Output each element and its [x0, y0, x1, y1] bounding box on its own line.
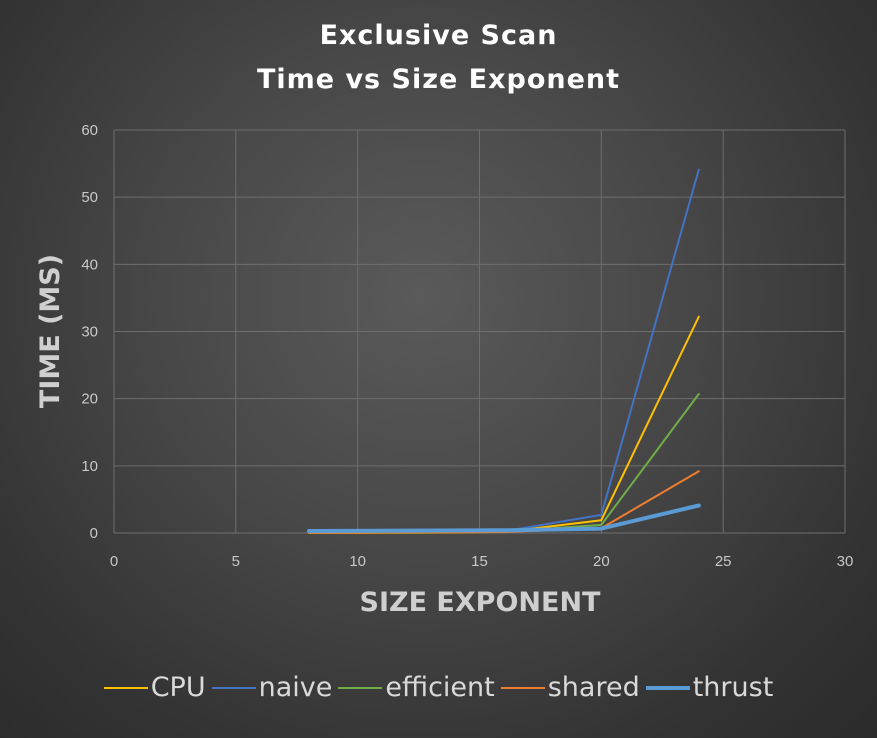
chart-title: Exclusive Scan Time vs Size Exponent [0, 14, 877, 102]
y-axis-title: TIME (MS) [35, 254, 66, 408]
gridlines [113, 129, 846, 534]
legend-label: efficient [385, 672, 495, 703]
chart-subtitle: Time vs Size Exponent [256, 64, 621, 95]
legend-item-efficient: efficient [338, 672, 495, 703]
x-tick-label: 20 [593, 553, 610, 570]
x-tick-label: 10 [349, 553, 366, 570]
y-tick-label: 60 [81, 122, 98, 139]
legend-label: naive [258, 672, 333, 703]
legend-label: shared [547, 672, 640, 703]
legend-swatch [103, 686, 148, 689]
series-line-thrust [306, 503, 701, 533]
series-lines [306, 168, 701, 534]
tick-labels: 0 10 20 30 40 50 60 0 5 10 15 20 25 30 [81, 122, 853, 570]
x-tick-label: 25 [715, 553, 732, 570]
legend-label: thrust [692, 672, 774, 703]
series-line-shared [307, 470, 700, 534]
legend-swatch [211, 686, 256, 689]
legend-swatch [645, 685, 690, 690]
x-tick-label: 15 [471, 553, 488, 570]
series-line-efficient [307, 393, 700, 534]
legend-swatch [338, 686, 383, 689]
y-tick-label: 50 [81, 189, 98, 206]
y-tick-label: 30 [81, 324, 98, 341]
chart-title-line-1: Exclusive Scan [319, 20, 558, 51]
y-tick-label: 20 [81, 391, 98, 408]
y-tick-label: 40 [81, 256, 98, 273]
x-axis-title: SIZE EXPONENT [360, 587, 602, 618]
x-tick-label: 0 [110, 553, 118, 570]
legend: CPU naive efficient shared thrust [0, 672, 877, 703]
legend-item-naive: naive [211, 672, 333, 703]
x-tick-label: 5 [232, 553, 240, 570]
legend-item-shared: shared [500, 672, 640, 703]
y-tick-label: 0 [90, 525, 98, 542]
legend-swatch [500, 686, 545, 689]
legend-label: CPU [150, 672, 206, 703]
series-line-CPU [307, 315, 700, 534]
x-tick-label: 30 [837, 553, 854, 570]
legend-item-CPU: CPU [103, 672, 206, 703]
y-tick-label: 10 [81, 458, 98, 475]
series-line-naive [307, 168, 700, 534]
legend-item-thrust: thrust [645, 672, 774, 703]
